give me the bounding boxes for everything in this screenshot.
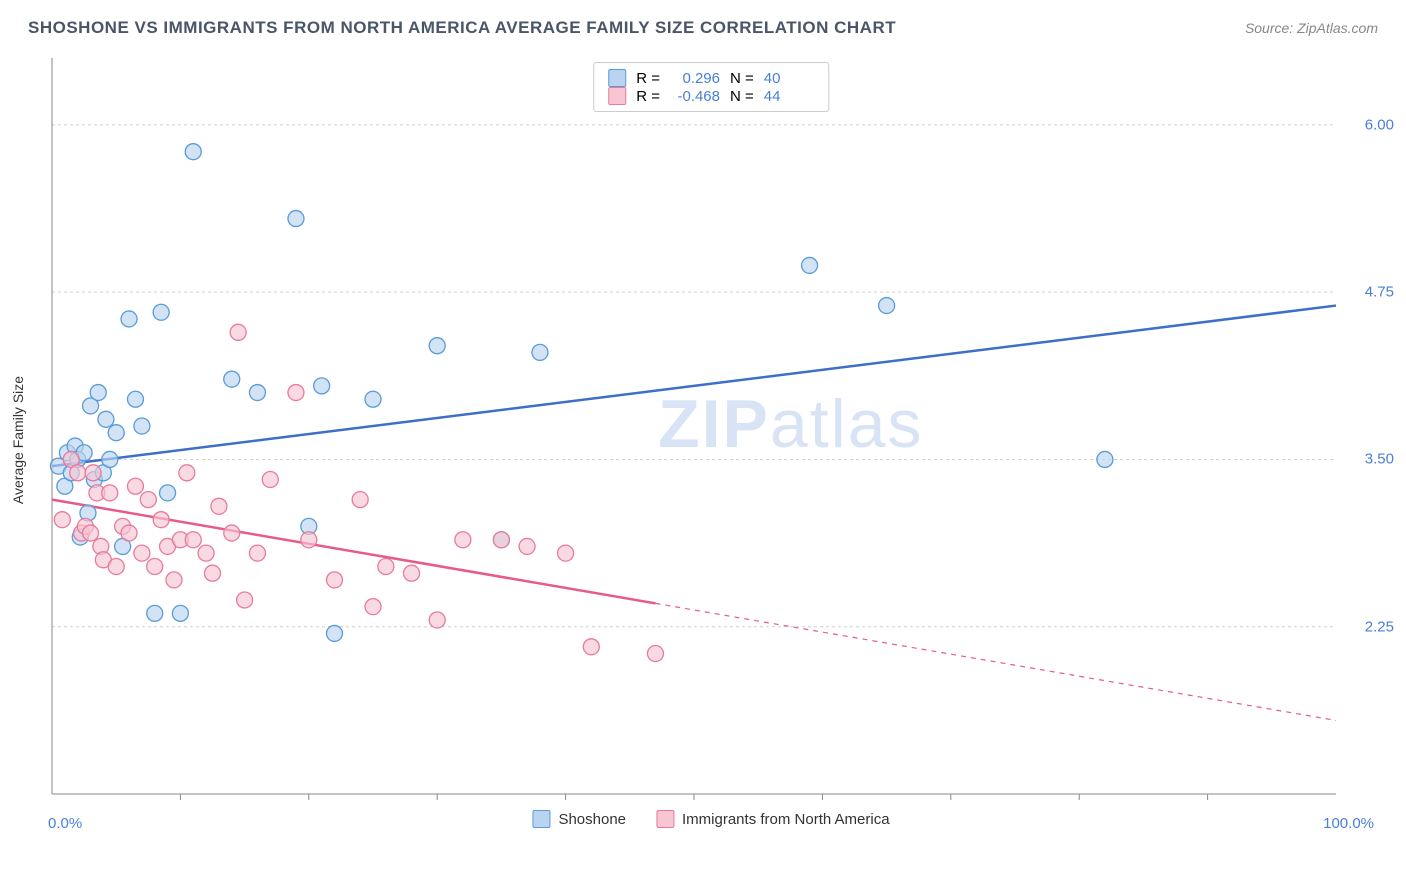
y-tick-label: 4.75 (1365, 284, 1394, 301)
r-label: R = (636, 88, 660, 105)
legend-item: Immigrants from North America (656, 810, 890, 828)
n-label: N = (730, 70, 754, 87)
n-value: 40 (764, 70, 814, 87)
legend-label: Immigrants from North America (682, 811, 890, 828)
correlation-legend: R = 0.296 N = 40 R = -0.468 N = 44 (593, 62, 829, 112)
correlation-row: R = 0.296 N = 40 (608, 69, 814, 87)
r-value: -0.468 (670, 88, 720, 105)
r-label: R = (636, 70, 660, 87)
n-value: 44 (764, 88, 814, 105)
legend-label: Shoshone (558, 811, 626, 828)
legend-swatch (532, 810, 550, 828)
legend-swatch (608, 87, 626, 105)
r-value: 0.296 (670, 70, 720, 87)
legend-swatch (656, 810, 674, 828)
y-tick-label: 3.50 (1365, 451, 1394, 468)
x-axis-max: 100.0% (1323, 815, 1374, 832)
series-legend: Shoshone Immigrants from North America (532, 810, 889, 828)
x-axis-min: 0.0% (48, 815, 82, 832)
y-tick-label: 2.25 (1365, 618, 1394, 635)
scatter-plot (46, 50, 1376, 830)
chart-area: Average Family Size ZIPatlas R = 0.296 N… (46, 50, 1376, 830)
chart-title: SHOSHONE VS IMMIGRANTS FROM NORTH AMERIC… (28, 18, 896, 38)
y-tick-label: 6.00 (1365, 116, 1394, 133)
y-axis-label: Average Family Size (10, 376, 26, 504)
legend-swatch (608, 69, 626, 87)
correlation-row: R = -0.468 N = 44 (608, 87, 814, 105)
n-label: N = (730, 88, 754, 105)
legend-item: Shoshone (532, 810, 626, 828)
source-attribution: Source: ZipAtlas.com (1245, 20, 1378, 36)
